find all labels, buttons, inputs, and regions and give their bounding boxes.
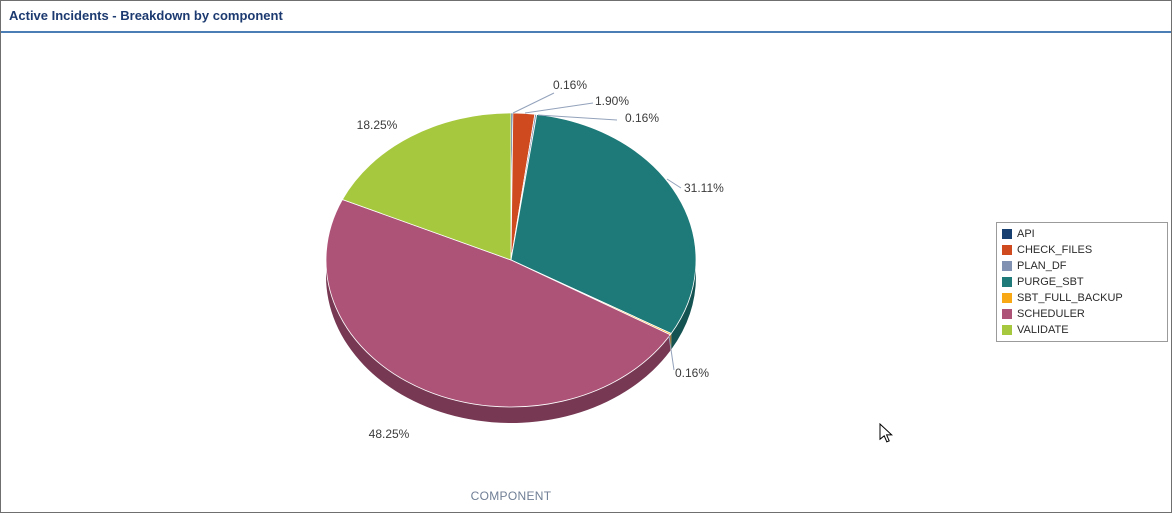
chart-content: 0.16% 1.90% 0.16% 31.11% 0.16% 48.25% 18.25% A… [1, 33, 1171, 510]
legend: API CHECK_FILES PLAN_DF PURGE_SBT SBT_FULL_B… [996, 222, 1168, 342]
mouse-cursor-icon [879, 423, 893, 443]
pie-percent-label-plan_df: 0.16% [625, 111, 659, 125]
legend-item-check_files[interactable]: CHECK_FILES [1002, 242, 1162, 258]
legend-swatch [1002, 309, 1012, 319]
legend-label: SBT_FULL_BACKUP [1017, 292, 1123, 304]
pie-slice-validate[interactable] [341, 112, 512, 261]
leader-line-api [512, 92, 555, 114]
legend-swatch [1002, 245, 1012, 255]
legend-label: VALIDATE [1017, 324, 1069, 336]
legend-label: PURGE_SBT [1017, 276, 1084, 288]
legend-item-plan_df[interactable]: PLAN_DF [1002, 258, 1162, 274]
pie-chart[interactable]: 0.16% 1.90% 0.16% 31.11% 0.16% 48.25% 18.25% [1, 33, 1171, 510]
legend-label: API [1017, 228, 1035, 240]
legend-label: CHECK_FILES [1017, 244, 1093, 256]
chart-title: Active Incidents - Breakdown by componen… [9, 8, 283, 23]
legend-swatch [1002, 293, 1012, 303]
pie-slice-scheduler[interactable] [325, 199, 671, 408]
pie-percent-label-api: 0.16% [553, 78, 587, 92]
leader-line-purge_sbt [666, 178, 682, 189]
x-axis-title: COMPONENT [470, 489, 552, 503]
legend-item-scheduler[interactable]: SCHEDULER [1002, 306, 1162, 322]
pie-percent-label-sbt_full_backup: 0.16% [675, 366, 709, 380]
leader-line-sbt_full_backup [668, 335, 675, 371]
legend-label: SCHEDULER [1017, 308, 1085, 320]
legend-swatch [1002, 277, 1012, 287]
pie-side-purge_sbt [671, 260, 696, 350]
legend-swatch [1002, 229, 1012, 239]
leader-line-check_files [524, 102, 594, 114]
pie-percent-label-scheduler: 48.25% [369, 427, 410, 441]
legend-swatch [1002, 325, 1012, 335]
pie-percent-label-check_files: 1.90% [595, 94, 629, 108]
legend-item-purge_sbt[interactable]: PURGE_SBT [1002, 274, 1162, 290]
legend-item-validate[interactable]: VALIDATE [1002, 322, 1162, 338]
chart-header: Active Incidents - Breakdown by componen… [1, 1, 1171, 33]
legend-swatch [1002, 261, 1012, 271]
legend-label: PLAN_DF [1017, 260, 1067, 272]
pie-percent-label-purge_sbt: 31.11% [684, 181, 724, 195]
leader-line-plan_df [537, 114, 618, 121]
pie-slice-purge_sbt[interactable] [510, 114, 697, 334]
legend-item-api[interactable]: API [1002, 226, 1162, 242]
legend-item-sbt_full_backup[interactable]: SBT_FULL_BACKUP [1002, 290, 1162, 306]
pie-percent-label-validate: 18.25% [357, 118, 398, 132]
